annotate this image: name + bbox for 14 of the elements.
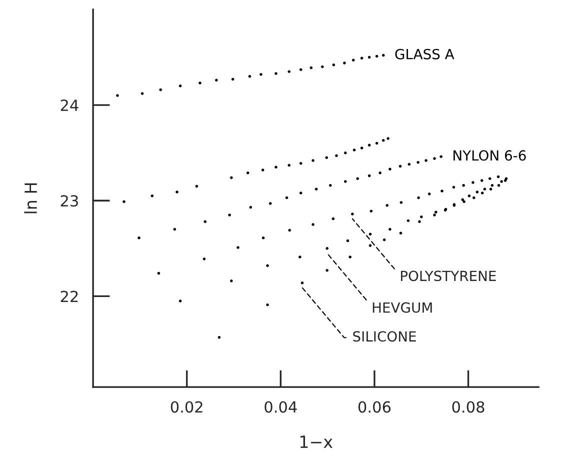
x-axis-title: 1−x — [300, 436, 333, 448]
x-tick-label: 0.02 — [170, 401, 202, 413]
y-tick-label: 23 — [60, 195, 78, 207]
series-label: GLASS A — [395, 48, 454, 60]
series-label: NYLON 6-6 — [454, 150, 526, 161]
text: HEVGUM — [372, 302, 432, 313]
text: POLYSTYRENE — [401, 270, 496, 282]
y-tick-label: 24 — [60, 100, 78, 111]
x-tick-label: 0.08 — [452, 401, 484, 413]
x-tick-label: 0.06 — [358, 401, 391, 413]
y-tick-label: 22 — [60, 290, 78, 302]
x-tick-label: 0.04 — [264, 401, 297, 413]
y-axis-title: ln H — [24, 183, 37, 214]
text: SILICONE — [353, 331, 416, 342]
